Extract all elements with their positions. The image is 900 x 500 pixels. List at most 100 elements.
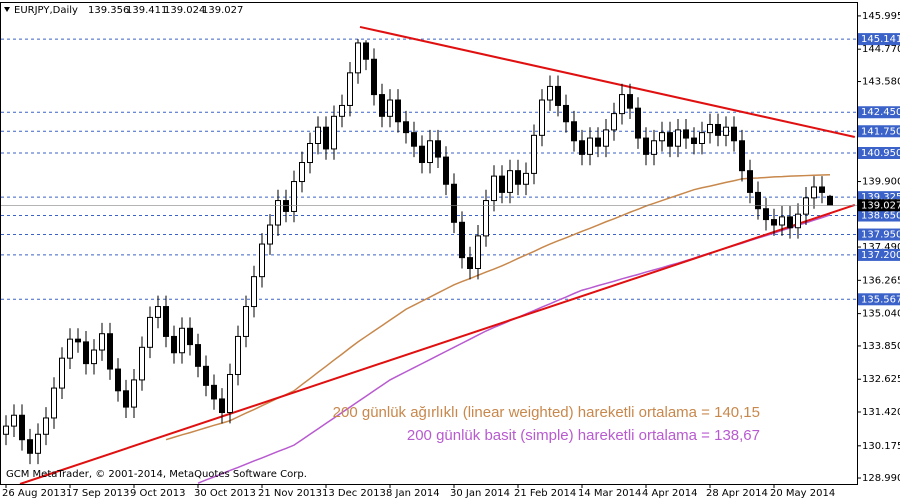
candle-body [51,387,57,419]
candle-body [531,134,537,174]
candle-body [595,137,601,147]
level-label: 137.950 [861,230,900,241]
candle-body [779,216,785,226]
candle-body [187,327,193,346]
candle-body [787,216,793,229]
candle-body [563,104,569,123]
candle-body [139,346,145,381]
level-label: 141.750 [861,126,900,137]
candle-body [203,365,209,386]
candle-body [771,219,777,226]
candle-body [403,121,409,134]
y-tick-label: 130.175 [862,441,900,452]
candle-body [291,181,297,212]
candle-body [635,107,641,139]
candle-body [507,170,513,193]
candle-body [219,398,225,414]
candle-body [803,197,809,215]
level-label-box [858,248,900,261]
candle-body [555,85,561,106]
level-label: 140.950 [861,148,900,159]
candle-body [515,170,521,185]
candle-body [211,384,217,400]
candle-body [171,335,177,354]
candle-body [483,200,489,237]
candle-body [267,224,273,245]
x-tick-label: 30 Jan 2014 [450,488,510,499]
plot-border [0,2,858,485]
candle-body [315,126,321,144]
candle-body [299,162,305,183]
trendline [19,203,856,484]
candle-body [611,113,617,131]
y-tick-label: 145.995 [862,11,900,22]
y-tick-label: 136.265 [862,275,900,286]
y-tick-label: 131.420 [862,407,900,418]
candle-body [43,417,49,435]
candle-body [691,137,697,144]
candle-body [251,276,257,308]
level-label: 135.567 [861,294,900,305]
level-label: 138.650 [861,211,900,222]
candle-body [539,99,545,136]
header-close: 139.027 [202,5,243,16]
level-label-box [858,228,900,241]
x-tick-label: 9 Oct 2013 [130,488,185,499]
y-tick-label: 133.850 [862,341,900,352]
candle-body [451,183,457,223]
candle-body [667,132,673,147]
candle-body [91,349,97,365]
candle-body [683,129,689,139]
candle-body [731,126,737,142]
candle-body [739,140,745,172]
candle-body [651,140,657,155]
candle-body [195,344,201,367]
candle-body [3,425,9,435]
symbol-icon [4,7,10,12]
candle-body [491,175,497,202]
y-tick-label: 139.900 [862,177,900,188]
candle-body [395,99,401,123]
level-label: 139.325 [861,192,900,203]
y-tick-label: 128.990 [862,473,900,484]
candle-body [355,42,361,74]
y-tick-label: 143.580 [862,77,900,88]
x-tick-label: 21 Nov 2013 [258,488,322,499]
candle-body [499,175,505,193]
level-label-box [858,125,900,138]
candle-body [467,257,473,270]
current-price-box [858,199,900,212]
candle-body [35,433,41,454]
level-label-box [858,147,900,160]
candle-body [459,221,465,259]
candle-body [363,42,369,60]
candle-body [123,390,129,408]
x-tick-label: 30 Oct 2013 [194,488,256,499]
symbol: EURJPY,Daily [14,5,78,16]
candle-body [19,414,25,441]
candle-body [283,200,289,212]
candle-body [115,368,121,392]
candle-body [27,439,33,454]
candle-body [339,104,345,117]
candle-body [435,140,441,158]
candle-body [83,341,89,365]
candle-body [699,132,705,144]
candle-body [643,137,649,155]
candle-body [619,94,625,115]
plot-area [1,25,857,484]
y-tick-label: 144.770 [862,44,900,55]
candle-body [587,137,593,155]
candle-body [411,132,417,147]
candle-body [419,145,425,164]
candle-body [59,357,65,389]
x-tick-label: 14 Mar 2014 [578,488,641,499]
level-label-box [858,106,900,119]
candle-body [331,115,337,150]
candle-body [603,129,609,147]
candle-body [427,140,433,164]
candle-body [275,200,281,226]
candle-body [723,126,729,136]
header-high: 139.411 [126,5,167,16]
